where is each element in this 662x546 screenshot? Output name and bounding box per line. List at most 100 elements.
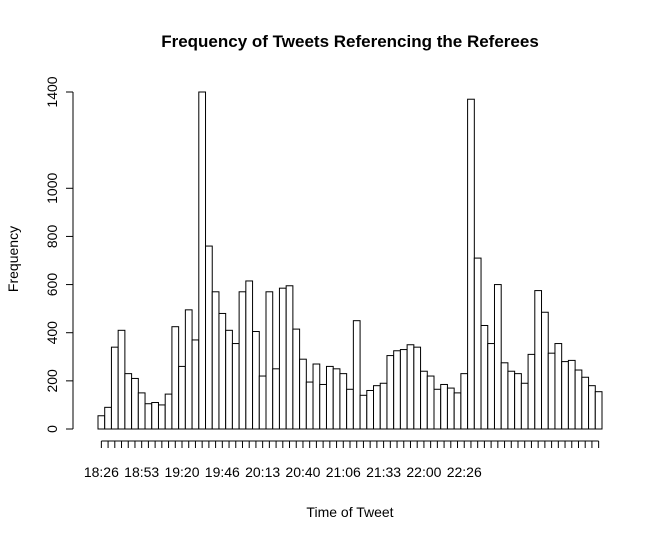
histogram-bar: [493, 284, 502, 430]
bars-layer: [97, 91, 603, 430]
histogram-bar: [527, 353, 536, 430]
histogram-bar: [473, 257, 482, 430]
histogram-bar: [285, 285, 294, 430]
histogram-bar: [588, 385, 596, 430]
histogram-bar: [332, 368, 341, 430]
histogram-bar: [252, 331, 260, 430]
histogram-bar: [178, 365, 186, 430]
histogram-bar: [272, 368, 280, 430]
x-tick-label: 21:06: [326, 464, 361, 480]
histogram-bar: [547, 352, 556, 430]
histogram-bar: [151, 402, 159, 430]
histogram-bar: [164, 393, 173, 430]
histogram-bar: [117, 329, 126, 430]
chart-title: Frequency of Tweets Referencing the Refe…: [161, 32, 539, 51]
histogram-bar: [359, 394, 368, 430]
histogram-bar: [305, 381, 314, 430]
histogram-bar: [346, 388, 354, 430]
x-tick-label: 18:53: [124, 464, 159, 480]
histogram-bar: [420, 370, 428, 430]
histogram-bar: [352, 320, 361, 430]
histogram-bar: [393, 350, 401, 430]
histogram-bar: [104, 406, 112, 430]
histogram-bar: [460, 373, 469, 430]
histogram-bar: [379, 382, 388, 430]
x-tick-label: 22:26: [447, 464, 482, 480]
histogram-bar: [480, 324, 489, 430]
histogram-bar: [184, 309, 193, 430]
y-tick-label: 1000: [44, 173, 60, 204]
y-axis-label: Frequency: [5, 226, 21, 292]
x-tick-label: 19:46: [205, 464, 240, 480]
histogram-bar: [446, 387, 455, 430]
x-tick-label: 22:00: [406, 464, 441, 480]
y-tick-label: 800: [44, 225, 60, 249]
histogram-bar: [520, 382, 529, 430]
y-tick-label: 400: [44, 321, 60, 345]
y-tick-label: 1400: [44, 76, 60, 107]
histogram-bar: [467, 98, 475, 430]
histogram-bar: [144, 403, 153, 430]
histogram-bar: [137, 392, 146, 430]
histogram-bar: [191, 339, 200, 430]
histogram-bar: [292, 328, 301, 430]
histogram-bar: [594, 391, 603, 430]
histogram-bar: [131, 377, 139, 430]
histogram-bar: [325, 365, 334, 430]
x-tick-label: 18:26: [84, 464, 119, 480]
histogram-bar: [211, 291, 220, 430]
histogram-bar: [238, 291, 247, 430]
histogram-bar: [97, 415, 106, 430]
histogram-bar: [554, 343, 563, 430]
histogram-bar: [514, 373, 522, 430]
histogram-bar: [205, 245, 213, 430]
histogram-bar: [440, 383, 448, 430]
histogram-bar: [339, 373, 348, 430]
histogram-bar: [198, 91, 207, 430]
histogram-bar: [157, 404, 166, 430]
histogram-bar: [574, 369, 583, 430]
histogram-bar: [399, 349, 408, 430]
x-tick-label: 19:20: [164, 464, 199, 480]
x-tick-label: 20:13: [245, 464, 280, 480]
histogram-bar: [413, 346, 422, 430]
histogram-bar: [433, 388, 442, 430]
histogram-bar: [487, 343, 495, 430]
histogram-bar: [567, 359, 576, 430]
histogram-bar: [225, 329, 233, 430]
histogram-bar: [373, 385, 381, 430]
histogram-bar: [171, 326, 180, 430]
histogram-bar: [245, 280, 254, 430]
y-tick-label: 600: [44, 273, 60, 297]
histogram-bar: [507, 370, 516, 430]
histogram-bar: [299, 358, 307, 430]
histogram-bar: [453, 392, 462, 430]
histogram-bar: [218, 312, 227, 430]
histogram-bar: [406, 344, 415, 430]
x-axis-label: Time of Tweet: [306, 504, 393, 520]
histogram-bar: [258, 375, 267, 430]
histogram-bar: [312, 363, 321, 430]
histogram-bar: [500, 362, 509, 430]
x-tick-label: 21:33: [366, 464, 401, 480]
x-axis: 18:26 18:53 19:20 19:46 20:13 20:40 21:06 21:33…: [84, 440, 600, 480]
histogram-bar: [231, 343, 240, 430]
histogram-bar: [319, 383, 327, 430]
histogram-bar: [386, 355, 395, 430]
histogram-bar: [366, 389, 375, 430]
histogram-bar: [265, 291, 274, 430]
x-tick-label: 20:40: [285, 464, 320, 480]
histogram-bar: [278, 287, 287, 430]
histogram-bar: [541, 311, 549, 430]
histogram-bar: [581, 376, 590, 430]
histogram-bar: [110, 346, 119, 430]
histogram-bar: [561, 361, 569, 430]
histogram-bar: [426, 375, 435, 430]
histogram-bar: [124, 373, 133, 430]
histogram-bar: [534, 290, 543, 430]
y-tick-label: 0: [44, 425, 60, 433]
y-tick-label: 200: [44, 369, 60, 393]
y-axis: 0 200 400 600 800 1000 1400: [44, 76, 74, 433]
